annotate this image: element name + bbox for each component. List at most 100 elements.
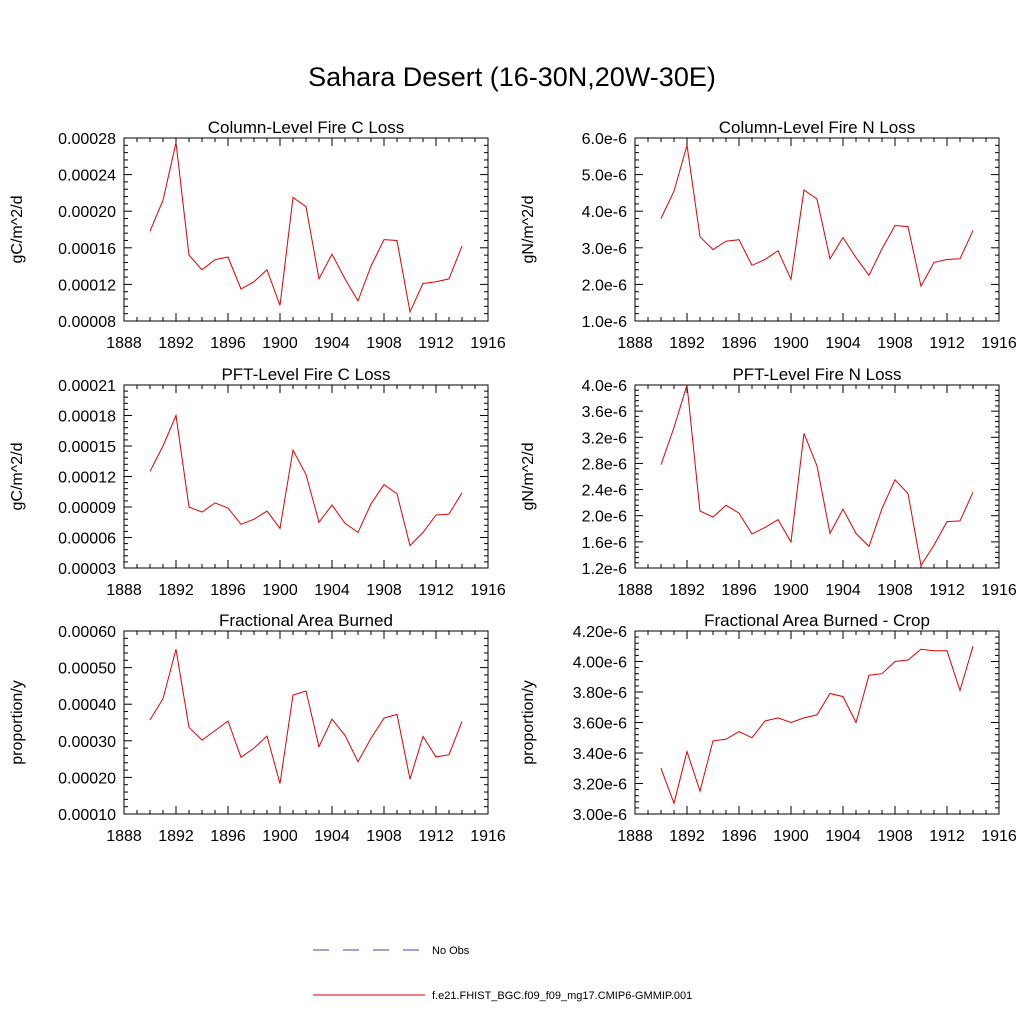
x-tick-label: 1912 (418, 582, 454, 599)
x-tick-label: 1916 (470, 335, 506, 352)
y-tick-label: 6.0e-6 (582, 131, 627, 148)
x-tick-label: 1892 (158, 828, 194, 845)
y-tick-label: 1.6e-6 (582, 535, 627, 552)
chart-title: Fractional Area Burned - Crop (704, 611, 930, 630)
y-tick-label: 0.00012 (58, 277, 116, 294)
series-line (149, 413, 463, 547)
y-tick-label: 2.8e-6 (582, 456, 627, 473)
chart-panel-4: PFT-Level Fire N Loss gN/m^2/d 1888 1892 189… (520, 365, 1017, 599)
y-axis-label: gC/m^2/d (9, 196, 26, 264)
y-tick-label: 2.0e-6 (582, 509, 627, 526)
y-tick-label: 3.00e-6 (573, 807, 627, 824)
x-tick-label: 1916 (470, 828, 506, 845)
x-tick-label: 1908 (877, 582, 913, 599)
chart-panel-5: Fractional Area Burned proportion/y 1888 18… (9, 611, 506, 845)
x-tick-label: 1896 (721, 335, 757, 352)
chart-panel-1: Column-Level Fire C Loss gC/m^2/d 1888 1892… (9, 118, 506, 352)
series-line (660, 384, 974, 567)
x-tick-label: 1888 (617, 828, 653, 845)
x-tick-label: 1888 (106, 828, 142, 845)
x-tick-label: 1896 (210, 828, 246, 845)
y-tick-label: 4.0e-6 (582, 378, 627, 395)
series-line (660, 646, 974, 805)
x-tick-label: 1892 (158, 335, 194, 352)
x-tick-label: 1892 (669, 582, 705, 599)
x-tick-label: 1908 (366, 828, 402, 845)
x-tick-label: 1916 (981, 828, 1017, 845)
chart-panel-3: PFT-Level Fire C Loss gC/m^2/d 1888 1892 189… (9, 365, 506, 599)
y-tick-label: 0.00016 (58, 241, 116, 258)
y-tick-label: 5.0e-6 (582, 168, 627, 185)
y-tick-label: 0.00006 (58, 531, 116, 548)
y-tick-label: 3.80e-6 (573, 685, 627, 702)
chart-title: Column-Level Fire N Loss (719, 118, 916, 137)
x-tick-label: 1908 (366, 335, 402, 352)
y-axis-label: proportion/y (9, 680, 26, 765)
y-tick-label: 0.00060 (58, 624, 116, 641)
y-axis-label: gC/m^2/d (9, 443, 26, 511)
x-tick-label: 1908 (877, 335, 913, 352)
chart-panel-6: Fractional Area Burned - Crop proportion/… (520, 611, 1017, 845)
series-line (149, 142, 463, 314)
x-tick-label: 1904 (314, 828, 350, 845)
y-tick-label: 0.00050 (58, 661, 116, 678)
x-tick-label: 1916 (470, 582, 506, 599)
y-tick-label: 0.00030 (58, 734, 116, 751)
series-line (660, 145, 974, 288)
legend: No Obs f.e21.FHIST_BGC.f09_f09_mg17.CMIP… (313, 945, 692, 1002)
x-tick-label: 1900 (262, 582, 298, 599)
x-tick-label: 1900 (773, 582, 809, 599)
x-tick-label: 1904 (825, 828, 861, 845)
y-tick-label: 0.00018 (58, 409, 116, 426)
y-tick-label: 0.00015 (58, 439, 116, 456)
x-tick-label: 1912 (929, 828, 965, 845)
x-tick-label: 1912 (929, 582, 965, 599)
y-axis-label: gN/m^2/d (520, 443, 537, 511)
chart-title: PFT-Level Fire N Loss (732, 365, 901, 384)
x-tick-label: 1916 (981, 582, 1017, 599)
chart-title: PFT-Level Fire C Loss (221, 365, 390, 384)
x-tick-label: 1892 (669, 828, 705, 845)
x-tick-label: 1912 (418, 828, 454, 845)
y-tick-label: 3.20e-6 (573, 777, 627, 794)
x-tick-label: 1888 (617, 335, 653, 352)
x-tick-label: 1896 (721, 828, 757, 845)
x-tick-label: 1888 (106, 582, 142, 599)
x-tick-label: 1912 (418, 335, 454, 352)
chart-title: Column-Level Fire C Loss (208, 118, 405, 137)
x-tick-label: 1900 (773, 335, 809, 352)
legend-obs-label: No Obs (432, 945, 470, 957)
y-tick-label: 1.2e-6 (582, 561, 627, 578)
y-tick-label: 3.2e-6 (582, 430, 627, 447)
y-tick-label: 0.00028 (58, 131, 116, 148)
x-tick-label: 1904 (825, 582, 861, 599)
x-tick-label: 1888 (617, 582, 653, 599)
y-axis-label: gN/m^2/d (520, 196, 537, 264)
plot-frame (634, 630, 1000, 815)
x-tick-label: 1896 (210, 582, 246, 599)
x-tick-label: 1900 (262, 335, 298, 352)
y-tick-label: 0.00009 (58, 500, 116, 517)
plot-frame (123, 384, 489, 569)
y-tick-label: 3.0e-6 (582, 241, 627, 258)
x-tick-label: 1896 (721, 582, 757, 599)
y-tick-label: 0.00021 (58, 378, 116, 395)
y-tick-label: 4.0e-6 (582, 204, 627, 221)
y-tick-label: 4.20e-6 (573, 624, 627, 641)
y-tick-label: 0.00020 (58, 770, 116, 787)
y-tick-label: 3.60e-6 (573, 716, 627, 733)
x-tick-label: 1892 (669, 335, 705, 352)
y-tick-label: 4.00e-6 (573, 655, 627, 672)
y-tick-label: 0.00040 (58, 697, 116, 714)
y-tick-label: 1.0e-6 (582, 314, 627, 331)
y-tick-label: 2.0e-6 (582, 277, 627, 294)
x-tick-label: 1908 (366, 582, 402, 599)
y-tick-label: 0.00024 (58, 168, 116, 185)
series-line (149, 649, 463, 784)
x-tick-label: 1904 (314, 335, 350, 352)
y-axis-label: proportion/y (520, 680, 537, 765)
y-tick-label: 0.00008 (58, 314, 116, 331)
x-tick-label: 1916 (981, 335, 1017, 352)
x-tick-label: 1912 (929, 335, 965, 352)
x-tick-label: 1904 (825, 335, 861, 352)
